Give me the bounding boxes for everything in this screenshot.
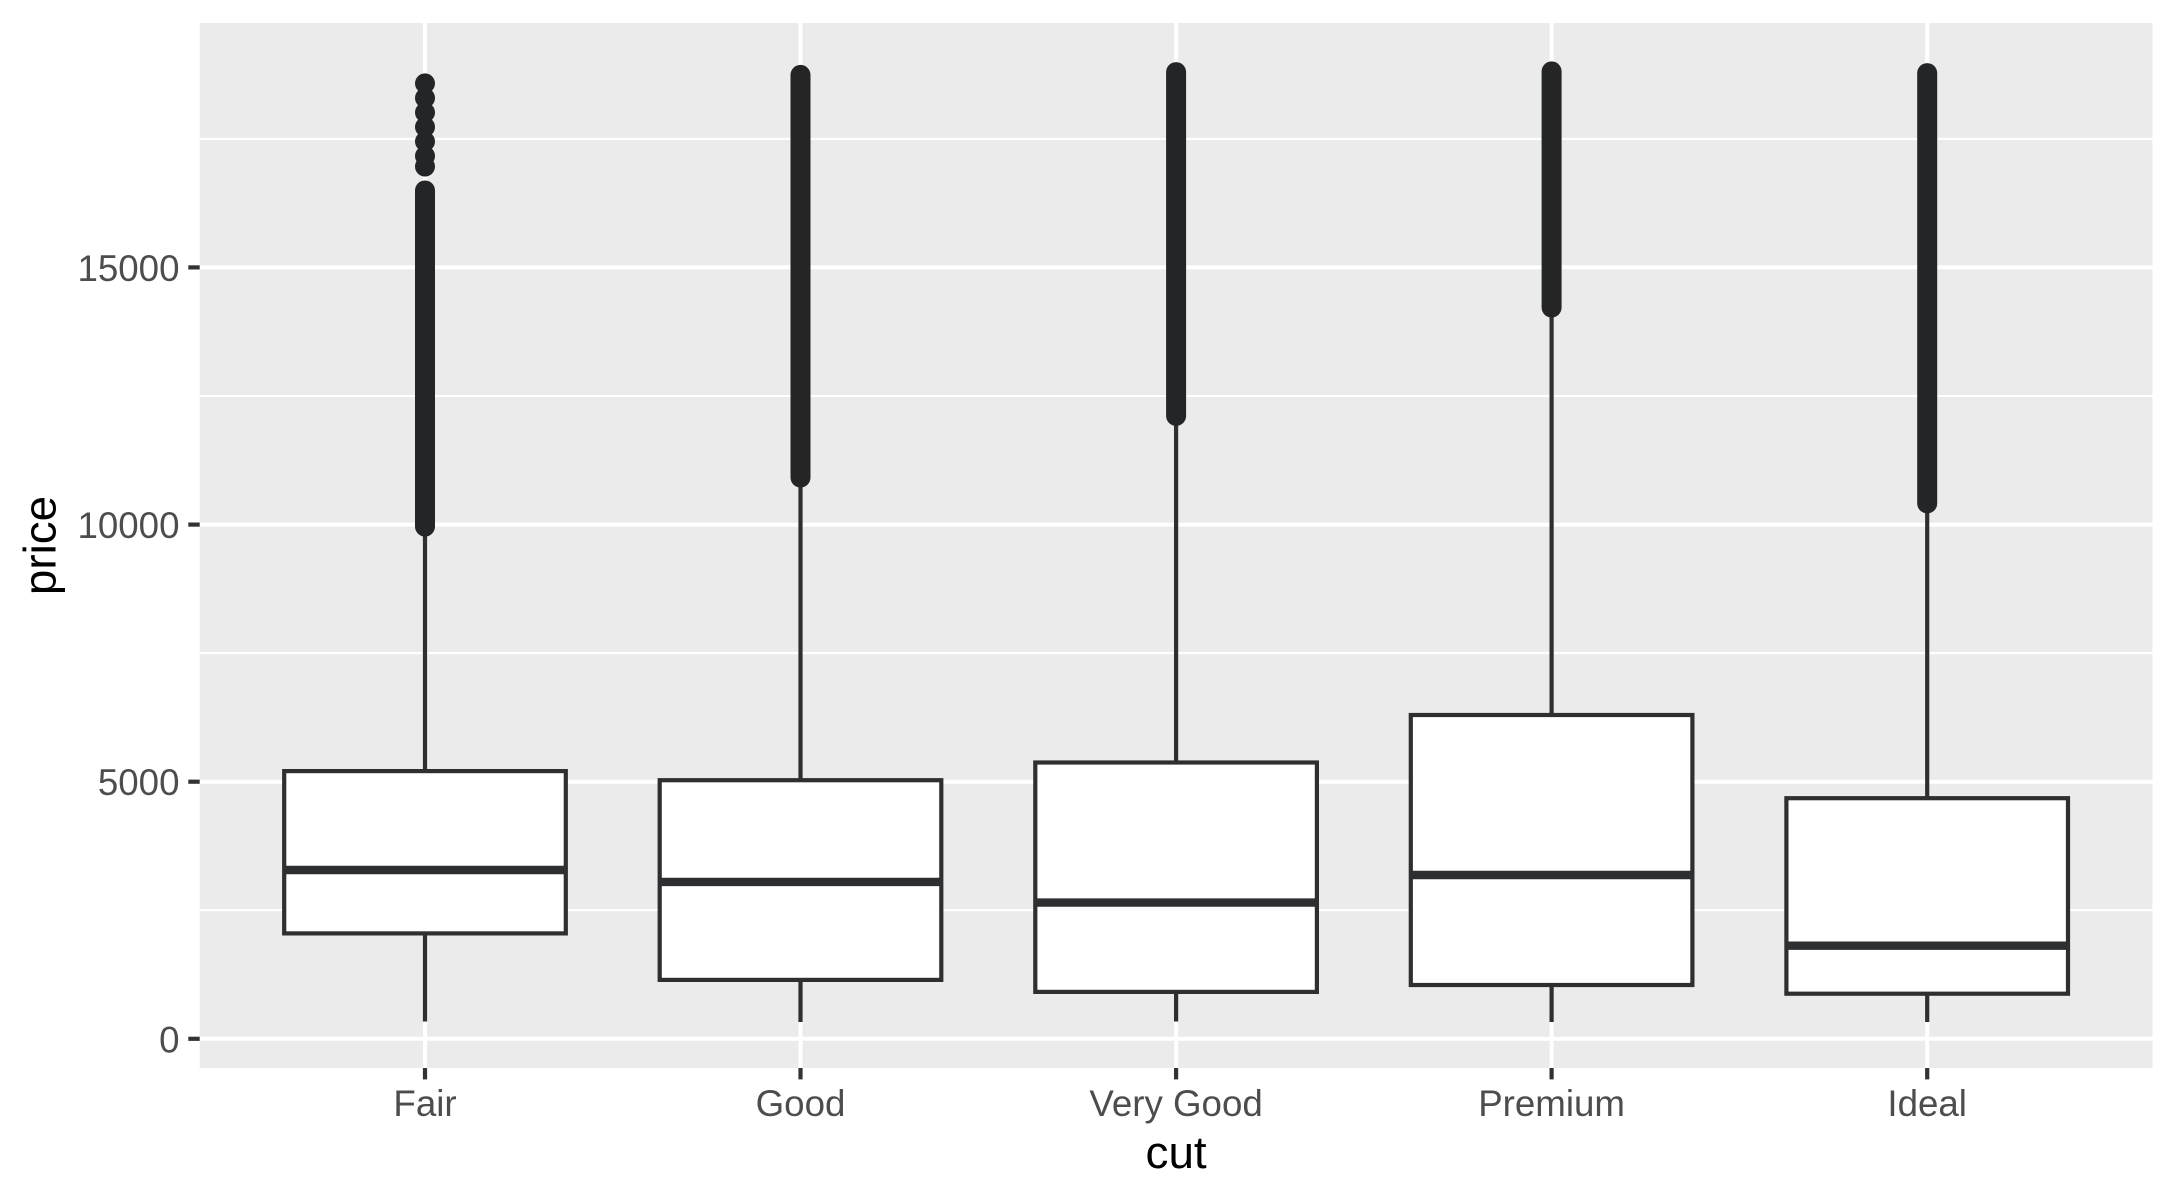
svg-text:Premium: Premium [1478,1083,1625,1124]
svg-text:5000: 5000 [98,762,180,803]
svg-text:price: price [15,496,66,595]
svg-text:Good: Good [756,1083,846,1124]
svg-text:0: 0 [159,1019,179,1060]
svg-text:Very Good: Very Good [1089,1083,1262,1124]
svg-text:Ideal: Ideal [1887,1083,1967,1124]
svg-text:10000: 10000 [77,505,179,546]
svg-text:Fair: Fair [393,1083,456,1124]
svg-text:cut: cut [1146,1127,1207,1178]
svg-text:15000: 15000 [77,248,179,289]
